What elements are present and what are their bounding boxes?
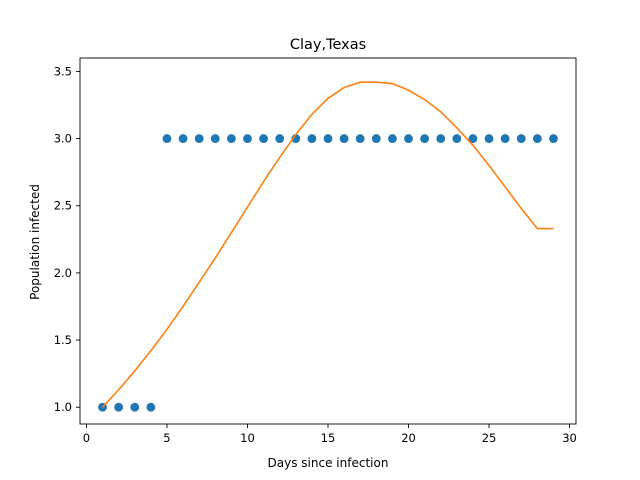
x-tick-label: 0: [83, 431, 90, 445]
data-point: [162, 134, 172, 143]
y-tick-label: 3.0: [54, 132, 72, 146]
data-point: [259, 134, 268, 143]
data-point: [468, 134, 478, 143]
fit-curve-line: [101, 81, 554, 408]
data-point: [371, 134, 381, 143]
data-point: [452, 134, 462, 143]
y-axis-label: Population infected: [28, 184, 42, 300]
data-point: [388, 134, 397, 143]
data-point: [323, 134, 333, 143]
data-point: [178, 134, 188, 143]
data-point: [194, 134, 204, 143]
chart-title: Clay,Texas: [290, 37, 366, 53]
data-point: [549, 134, 558, 143]
x-tick-label: 20: [401, 431, 416, 445]
data-point: [243, 134, 252, 143]
y-tick-label: 3.5: [54, 64, 72, 78]
data-point: [420, 134, 430, 143]
data-point: [532, 134, 542, 143]
data-point: [339, 134, 349, 143]
x-tick-label: 15: [321, 431, 336, 445]
data-point: [114, 402, 124, 412]
plot-area: [98, 81, 558, 412]
data-point: [404, 134, 413, 143]
data-point: [355, 134, 365, 143]
y-tick-label: 2.5: [54, 199, 72, 213]
x-tick-label: 5: [163, 431, 170, 445]
y-tick-label: 1.5: [54, 333, 72, 347]
axes: 0 5 10 15 20 25 30 1.0 1.5 2.0 2.5 3.0 3.5: [54, 57, 577, 445]
data-point: [210, 134, 220, 143]
x-tick-label: 25: [482, 431, 497, 445]
data-point: [226, 134, 236, 143]
data-point: [516, 134, 526, 143]
data-point: [484, 134, 494, 143]
data-point: [275, 134, 285, 143]
x-tick-label: 30: [562, 431, 577, 445]
data-point: [500, 134, 510, 143]
data-point: [146, 402, 156, 412]
y-tick-label: 1.0: [54, 400, 72, 414]
data-point: [130, 402, 140, 412]
data-point: [307, 134, 317, 143]
x-axis-label: Days since infection: [268, 456, 389, 470]
x-tick-label: 10: [240, 431, 255, 445]
y-tick-label: 2.0: [54, 266, 72, 280]
data-point: [436, 134, 446, 143]
